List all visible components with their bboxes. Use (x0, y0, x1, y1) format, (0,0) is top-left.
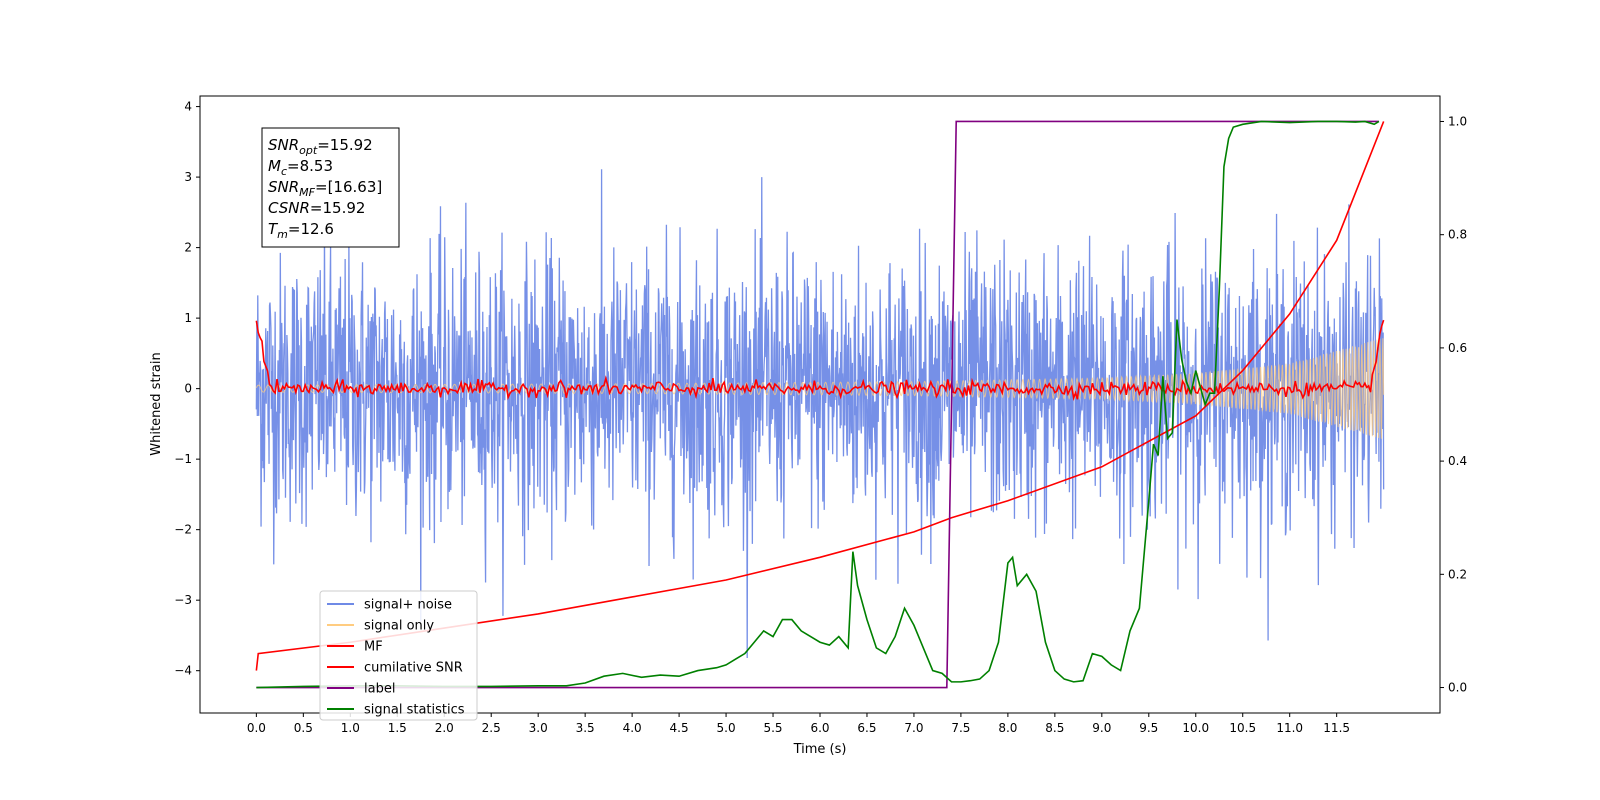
annotation-line: Mc=8.53 (268, 157, 333, 178)
annotation-symbol: M (268, 157, 281, 175)
y-tick-label: −2 (174, 523, 192, 537)
y2-tick-label: 1.0 (1448, 114, 1467, 128)
x-tick-label: 10.5 (1229, 721, 1256, 735)
x-tick-label: 3.0 (529, 721, 548, 735)
legend-label-cumilative-snr: cumilative SNR (364, 661, 463, 676)
series-signal-only-line (255, 338, 1385, 439)
y-tick-label: 1 (184, 311, 192, 325)
annotation-symbol: SNR (268, 136, 299, 154)
x-tick-label: 6.5 (857, 721, 876, 735)
x-tick-label: 5.5 (763, 721, 782, 735)
y-tick-label: −4 (174, 664, 192, 678)
x-tick-label: 7.0 (904, 721, 923, 735)
legend: signal+ noise signal only MF cumilative SNR… (319, 590, 478, 721)
x-tick-label: 8.5 (1045, 721, 1064, 735)
y-tick-label: −1 (174, 452, 192, 466)
legend-label-signal-noise: signal+ noise (364, 598, 452, 613)
x-tick-label: 6.0 (810, 721, 829, 735)
x-tick-label: 3.5 (576, 721, 595, 735)
annotation-subscript: MF (299, 186, 315, 199)
x-tick-label: 5.0 (717, 721, 736, 735)
annotation-box: SNRopt=15.92Mc=8.53SNRMF=[16.63]CSNR=15.… (261, 127, 400, 248)
annotation-line: SNRMF=[16.63] (268, 178, 382, 199)
annotation-symbol: CSNR (268, 199, 310, 217)
y2-tick-label: 0.6 (1448, 341, 1467, 355)
x-tick-label: 9.0 (1092, 721, 1111, 735)
x-tick-label: 1.0 (341, 721, 360, 735)
y-tick-label: −3 (174, 593, 192, 607)
y-tick-label: 3 (184, 170, 192, 184)
x-tick-label: 7.5 (951, 721, 970, 735)
x-tick-label: 8.0 (998, 721, 1017, 735)
y-axis-right: 0.0 0.2 0.4 0.6 0.8 1.0 (1440, 114, 1467, 695)
y2-tick-label: 0.2 (1448, 567, 1467, 581)
y2-tick-label: 0.4 (1448, 454, 1467, 468)
annotation-value: =12.6 (288, 220, 334, 238)
legend-frame (319, 590, 478, 721)
x-tick-label: 4.0 (623, 721, 642, 735)
y-axis-label: Whitened strain (149, 352, 164, 455)
legend-label-signal-only: signal only (364, 619, 434, 634)
x-axis: 0.0 0.5 1.0 1.5 2.0 2.5 3.0 3.5 4.0 4.5 5.0 5.5 6.0 6… (247, 713, 1350, 735)
annotation-value: =15.92 (317, 136, 373, 154)
x-tick-label: 1.5 (388, 721, 407, 735)
annotation-value: =8.53 (287, 157, 333, 175)
x-tick-label: 0.0 (247, 721, 266, 735)
y-tick-label: 0 (184, 382, 192, 396)
legend-label-mf: MF (364, 640, 383, 655)
series-signal-noise-line (255, 169, 1385, 659)
legend-label-label: label (364, 682, 395, 697)
annotation-frame (261, 127, 400, 248)
x-tick-label: 11.5 (1323, 721, 1350, 735)
annotation-line: SNRopt=15.92 (268, 136, 373, 157)
annotation-symbol: SNR (268, 178, 299, 196)
annotation-subscript: m (277, 228, 288, 241)
legend-label-signal-statistics: signal statistics (364, 703, 465, 718)
x-tick-label: 2.0 (435, 721, 454, 735)
series-label-line (256, 120, 1379, 689)
series-signal-statistics-line (256, 120, 1380, 689)
annotation-symbol: T (268, 220, 279, 238)
x-tick-label: 4.5 (670, 721, 689, 735)
annotation-line: Tm=12.6 (268, 220, 334, 241)
x-tick-label: 9.5 (1139, 721, 1158, 735)
y-tick-label: 2 (184, 241, 192, 255)
x-tick-label: 11.0 (1276, 721, 1303, 735)
annotation-line: CSNR=15.92 (268, 199, 365, 217)
annotation-value: =15.92 (310, 199, 366, 217)
annotation-subscript: c (281, 165, 287, 178)
y2-tick-label: 0.0 (1448, 681, 1467, 695)
x-tick-label: 0.5 (294, 721, 313, 735)
x-tick-label: 2.5 (482, 721, 501, 735)
annotation-value: =[16.63] (315, 178, 382, 196)
x-tick-label: 10.0 (1182, 721, 1209, 735)
y-axis-left: −4 −3 −2 −1 0 1 2 3 4 (174, 100, 200, 678)
y-tick-label: 4 (184, 100, 192, 114)
series-mf-line (255, 319, 1385, 402)
x-axis-label: Time (s) (793, 742, 847, 757)
annotation-subscript: opt (299, 144, 318, 157)
y2-tick-label: 0.8 (1448, 228, 1467, 242)
